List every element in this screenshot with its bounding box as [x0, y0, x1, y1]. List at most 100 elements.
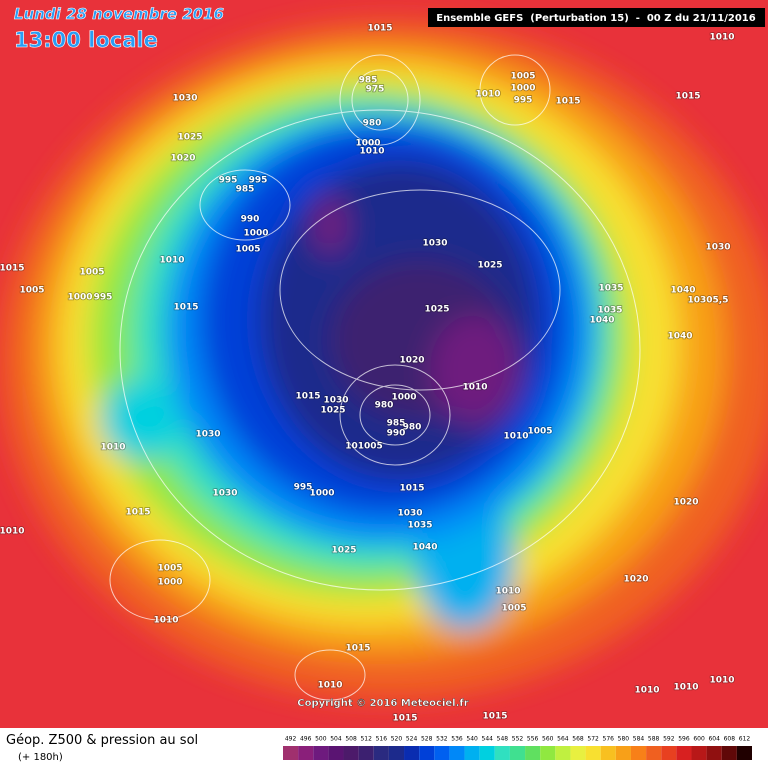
pressure-label: 1015 — [367, 24, 392, 34]
colorbar-label: 568 — [572, 736, 584, 743]
colorbar-label: 576 — [603, 736, 615, 743]
pressure-label: 1010 — [0, 527, 25, 537]
pressure-label: 1000 — [391, 393, 416, 403]
pressure-label: 1030 — [323, 396, 348, 406]
pressure-label: 1015 — [295, 392, 320, 402]
colorbar-cell — [388, 746, 405, 760]
pressure-label: 995 — [219, 176, 238, 186]
run-info: Ensemble GEFS (Perturbation 15) - 00 Z d… — [436, 13, 755, 24]
colorbar-label: 504 — [330, 736, 342, 743]
copyright: Copyright © 2016 Meteociel.fr — [297, 698, 468, 709]
pressure-label: 980 — [363, 119, 382, 129]
pressure-label: 1040 — [670, 286, 695, 296]
colorbar-label: 592 — [663, 736, 675, 743]
pressure-label: 1000 — [510, 84, 535, 94]
pressure-label: 1000 — [243, 229, 268, 239]
colorbar-label: 584 — [633, 736, 645, 743]
pressure-label: 1000 — [67, 293, 92, 303]
pressure-label: 1010 — [475, 90, 500, 100]
pressure-label: 1035 — [598, 284, 623, 294]
pressure-label: 1010 — [709, 33, 734, 43]
pressure-label: 975 — [366, 85, 385, 95]
pressure-label: 1005 — [510, 72, 535, 82]
pressure-label: 1010 — [503, 432, 528, 442]
pressure-label: 1025 — [424, 305, 449, 315]
pressure-label: 1015 — [555, 97, 580, 107]
colorbar-cell — [706, 746, 722, 760]
pressure-label: 1010 — [495, 587, 520, 597]
pressure-label: 1000 — [355, 139, 380, 149]
pressure-label: 1015 — [399, 484, 424, 494]
pressure-label: 1010 — [462, 383, 487, 393]
colorbar-cell — [434, 746, 450, 760]
pressure-label: 1015 — [173, 303, 198, 313]
pressure-label: 1035 — [597, 306, 622, 316]
colorbar-cell — [298, 746, 314, 760]
pressure-label: 1020 — [673, 498, 698, 508]
pressure-label: 995 — [94, 293, 113, 303]
pressure-label: 101005 — [345, 442, 383, 452]
colorbar-cell — [313, 746, 329, 760]
colorbar-label: 536 — [451, 736, 463, 743]
colorbar-label: 556 — [527, 736, 539, 743]
colorbar-label: 572 — [587, 736, 599, 743]
pressure-label: 980 — [403, 423, 422, 433]
colorbar-label: 492 — [285, 736, 297, 743]
colorbar-cell — [736, 746, 752, 760]
colorbar-label: 516 — [376, 736, 388, 743]
pressure-label: 1040 — [589, 316, 614, 326]
colorbar-cell — [585, 746, 601, 760]
colorbar-cell — [646, 746, 662, 760]
pressure-label: 985 — [359, 76, 378, 86]
pressure-label: 1010 — [317, 681, 342, 691]
colorbar-cell — [343, 746, 359, 760]
pressure-label: 1010 — [709, 676, 734, 686]
pressure-label: 1010 — [159, 256, 184, 266]
colorbar-label: 532 — [436, 736, 448, 743]
colorbar-cell — [661, 746, 677, 760]
pressure-labels: 1015101010301025102098597510051000995101… — [0, 23, 735, 725]
pressure-label: 990 — [387, 429, 406, 439]
colorbar-cell — [358, 746, 374, 760]
pressure-label: 1030 — [705, 243, 730, 253]
colorbar-label: 564 — [557, 736, 569, 743]
colorbar-label: 496 — [300, 736, 312, 743]
colorbar-cell — [691, 746, 707, 760]
colorbar-label: 608 — [724, 736, 736, 743]
pressure-label: 1020 — [170, 154, 195, 164]
pressure-label: 1030 — [422, 239, 447, 249]
colorbar-cell — [570, 746, 586, 760]
pressure-label: 1035 — [407, 521, 432, 531]
colorbar-cell — [373, 746, 389, 760]
pressure-label: 1005 — [19, 286, 44, 296]
pressure-label: 1005 — [501, 604, 526, 614]
colorbar: 492 496 500 504 508 512 516 520 524 528 532 536 540 5… — [283, 736, 752, 760]
colorbar-cell — [464, 746, 480, 760]
pressure-label: 1040 — [412, 543, 437, 553]
pressure-label: 1010 — [153, 616, 178, 626]
pressure-label: 1015 — [675, 92, 700, 102]
pressure-label: 1005 — [79, 268, 104, 278]
pressure-label: 1005 — [157, 564, 182, 574]
colorbar-label: 512 — [360, 736, 372, 743]
colorbar-cell — [283, 746, 299, 760]
pressure-label: 1000 — [309, 489, 334, 499]
pressure-label: 1005 — [235, 245, 260, 255]
pressure-label: 990 — [241, 215, 260, 225]
colorbar-cell — [419, 746, 435, 760]
z500-field — [0, 0, 768, 728]
pressure-label: 1030 — [212, 489, 237, 499]
colorbar-label: 612 — [739, 736, 751, 743]
colorbar-label: 540 — [466, 736, 478, 743]
colorbar-cell — [509, 746, 526, 760]
colorbar-cell — [721, 746, 737, 760]
colorbar-label: 508 — [345, 736, 357, 743]
pressure-label: 995 — [514, 96, 533, 106]
pressure-label: 1025 — [177, 133, 202, 143]
pressure-label: 10305,5 — [688, 296, 729, 306]
pressure-label: 1010 — [634, 686, 659, 696]
pressure-label: 1010 — [673, 683, 698, 693]
pressure-label: 1025 — [477, 261, 502, 271]
